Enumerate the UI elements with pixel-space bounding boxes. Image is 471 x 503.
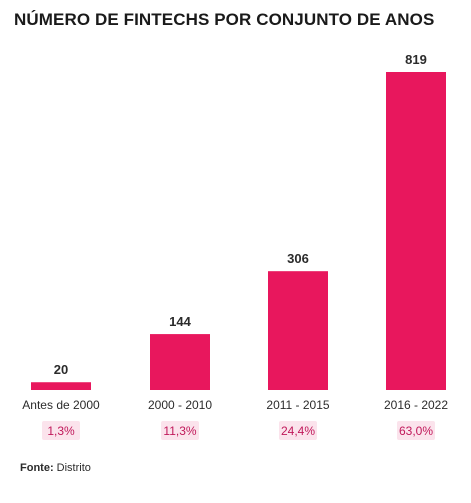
share-badge [279, 421, 317, 440]
source-note: Fonte: Distrito [20, 462, 91, 474]
bar-value-label: 306 [287, 251, 309, 266]
share-badge [42, 421, 80, 440]
share-label: 63,0% [399, 424, 433, 438]
share-badge [161, 421, 199, 440]
category-label: Antes de 2000 [22, 398, 100, 412]
share-label: 1,3% [47, 424, 75, 438]
bar [268, 271, 328, 390]
bar-value-label: 20 [54, 362, 68, 377]
bar [386, 72, 446, 390]
share-badge [397, 421, 435, 440]
bar [31, 382, 91, 390]
share-label: 11,3% [163, 424, 196, 438]
chart-title: NÚMERO DE FINTECHS POR CONJUNTO DE ANOS [14, 10, 435, 29]
category-label: 2016 - 2022 [384, 398, 448, 412]
source-value: Distrito [56, 462, 91, 474]
bar-value-label: 819 [405, 52, 427, 67]
source-label: Fonte: [20, 462, 54, 474]
category-label: 2011 - 2015 [266, 398, 329, 412]
category-label: 2000 - 2010 [148, 398, 212, 412]
bar-value-label: 144 [169, 314, 191, 329]
share-label: 24,4% [281, 424, 315, 438]
bar [150, 334, 210, 390]
